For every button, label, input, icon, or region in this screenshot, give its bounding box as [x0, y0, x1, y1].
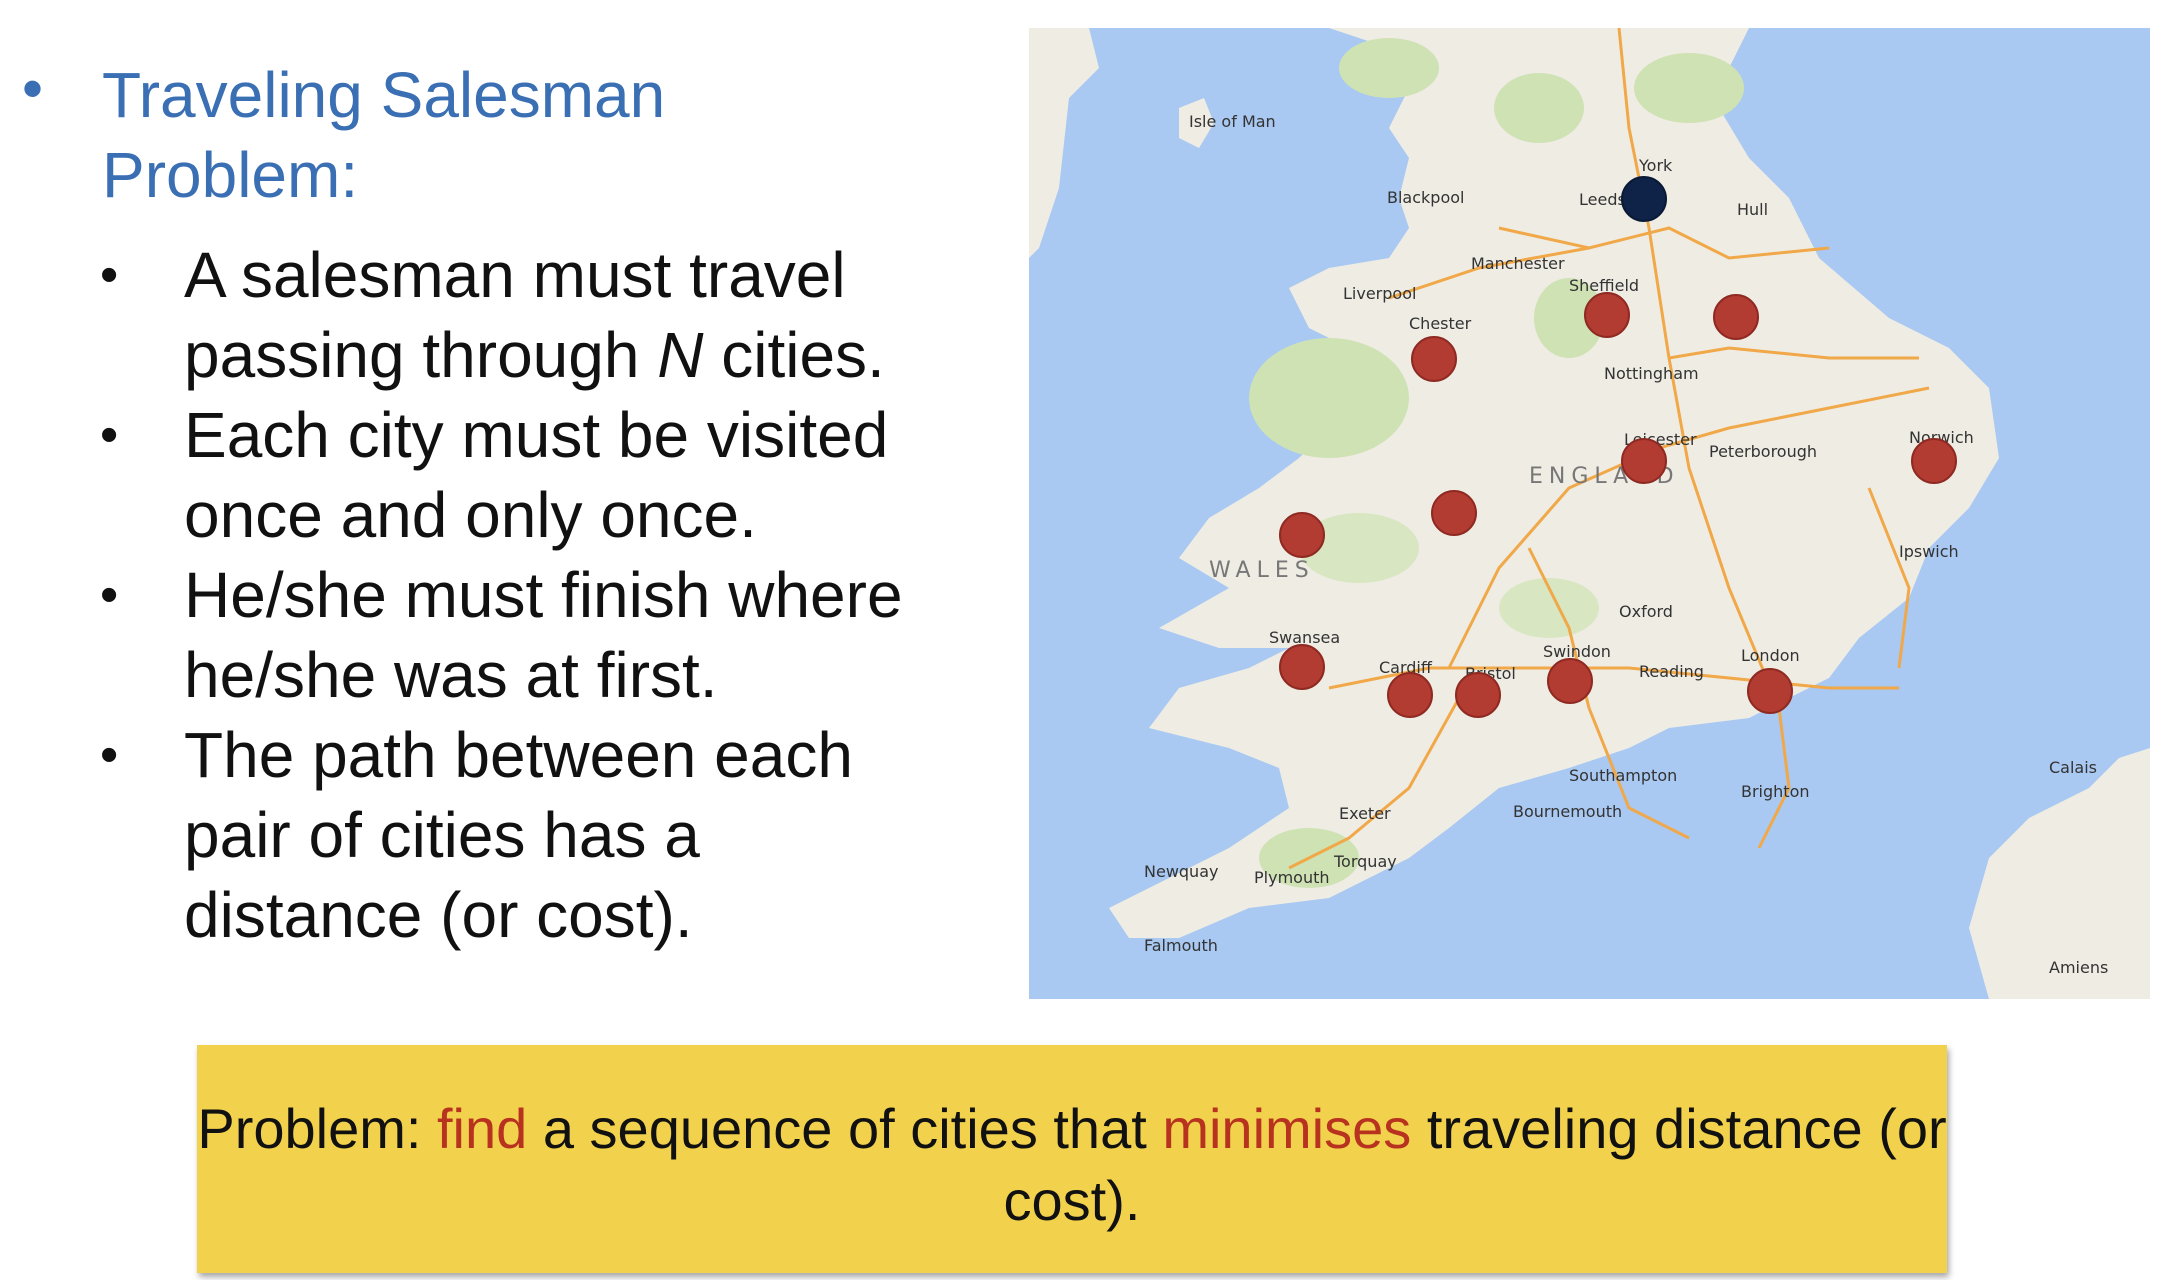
map-label-newquay: Newquay — [1144, 862, 1219, 881]
bullet-dot: • — [100, 726, 119, 784]
city-marker — [1455, 672, 1501, 718]
map-label-falmouth: Falmouth — [1144, 936, 1218, 955]
callout-highlight-find: find — [436, 1097, 528, 1160]
ireland-land — [1029, 28, 1099, 258]
map-label-plymouth: Plymouth — [1254, 868, 1330, 887]
callout-prefix: Problem: — [197, 1097, 437, 1160]
map-label-leeds: Leeds — [1579, 190, 1626, 209]
callout-suffix: traveling distance (or cost). — [1003, 1097, 1947, 1232]
cotswolds-area — [1499, 578, 1599, 638]
bullet-text: Each city must be visited once and only … — [184, 399, 889, 551]
map-graphic — [1029, 28, 2150, 999]
snowdonia-park — [1249, 338, 1409, 458]
problem-callout: Problem: find a sequence of cities that … — [197, 1045, 1947, 1273]
city-marker — [1911, 438, 1957, 484]
city-marker — [1547, 658, 1593, 704]
peak-district-park — [1534, 278, 1604, 358]
bullet-dot: • — [100, 566, 119, 624]
map-label-london: London — [1741, 646, 1800, 665]
map-label-liverpool: Liverpool — [1343, 284, 1417, 303]
bullet-list: • A salesman must travel passing through… — [100, 235, 940, 955]
map-label-ipswich: Ipswich — [1899, 542, 1959, 561]
city-marker — [1584, 292, 1630, 338]
bullet-text-end: cities. — [703, 319, 885, 391]
bullet-item-visit-once: • Each city must be visited once and onl… — [100, 395, 940, 555]
start-city-marker — [1621, 176, 1667, 222]
map-label-swansea: Swansea — [1269, 628, 1341, 647]
bullet-text: The path between each pair of cities has… — [184, 719, 853, 951]
britain-land — [1109, 28, 1999, 938]
lake-district-park — [1339, 38, 1439, 98]
map-label-bournemouth: Bournemouth — [1513, 802, 1623, 821]
callout-text: Problem: find a sequence of cities that … — [197, 1093, 1947, 1237]
wales-green — [1299, 513, 1419, 583]
bullet-text: He/she must finish where he/she was at f… — [184, 559, 903, 711]
map-label-exeter: Exeter — [1339, 804, 1391, 823]
map-label-southampton: Southampton — [1569, 766, 1678, 785]
title-bullet: • — [22, 55, 44, 122]
map-label-wales: WALES — [1209, 558, 1315, 583]
city-marker — [1387, 672, 1433, 718]
city-marker — [1279, 644, 1325, 690]
bullet-text: A salesman must travel passing through — [184, 239, 846, 391]
map-label-torquay: Torquay — [1334, 852, 1397, 871]
city-marker — [1621, 438, 1667, 484]
city-marker — [1713, 294, 1759, 340]
map-label-oxford: Oxford — [1619, 602, 1673, 621]
map-england-wales: Isle of Man York Leeds Hull Blackpool Ma… — [1029, 28, 2150, 999]
city-marker — [1279, 512, 1325, 558]
map-label-calais: Calais — [2049, 758, 2098, 777]
yorkshire-dales-park — [1494, 73, 1584, 143]
bullet-item-cities: • A salesman must travel passing through… — [100, 235, 940, 395]
map-label-swindon: Swindon — [1543, 642, 1611, 661]
bullet-item-distance: • The path between each pair of cities h… — [100, 715, 940, 955]
map-label-sheffield: Sheffield — [1569, 276, 1640, 295]
map-label-hull: Hull — [1737, 200, 1769, 219]
map-label-brighton: Brighton — [1741, 782, 1810, 801]
map-label-peterborough: Peterborough — [1709, 442, 1818, 461]
city-marker — [1431, 490, 1477, 536]
callout-highlight-minimises: minimises — [1162, 1097, 1412, 1160]
map-label-nottingham: Nottingham — [1604, 364, 1699, 383]
map-label-chester: Chester — [1409, 314, 1472, 333]
france-land — [1969, 748, 2150, 999]
isle-of-man-land — [1179, 98, 1214, 148]
map-label-cardiff: Cardiff — [1379, 658, 1432, 677]
map-label-york: York — [1639, 156, 1673, 175]
slide-title: Traveling Salesman Problem: — [102, 59, 666, 211]
bullet-dot: • — [100, 246, 119, 304]
map-label-isle-of-man: Isle of Man — [1189, 112, 1276, 131]
map-label-reading: Reading — [1639, 662, 1704, 681]
map-label-blackpool: Blackpool — [1387, 188, 1465, 207]
map-label-manchester: Manchester — [1471, 254, 1565, 273]
north-york-moors-park — [1634, 53, 1744, 123]
callout-middle: a sequence of cities that — [527, 1097, 1163, 1160]
city-marker — [1411, 336, 1457, 382]
bullet-item-finish: • He/she must finish where he/she was at… — [100, 555, 940, 715]
bullet-dot: • — [100, 406, 119, 464]
city-marker — [1747, 668, 1793, 714]
bullet-italic-n: N — [657, 319, 704, 391]
map-label-amiens: Amiens — [2049, 958, 2109, 977]
